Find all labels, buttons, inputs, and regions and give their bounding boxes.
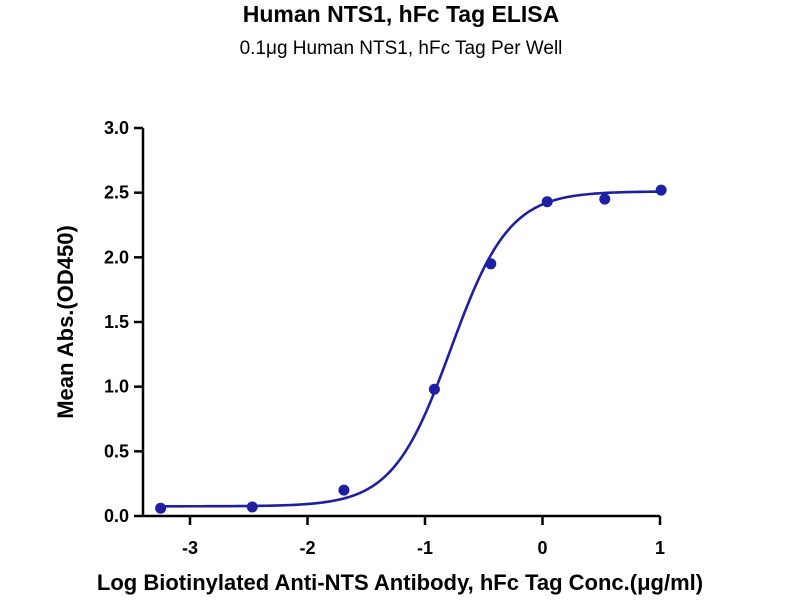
x-tick-label: -3 (182, 538, 198, 558)
y-tick-label: 0.0 (104, 506, 129, 526)
y-tick-label: 1.0 (104, 377, 129, 397)
y-tick-label: 2.5 (104, 183, 129, 203)
data-point (155, 502, 167, 514)
x-axis-ticks: -3 -2 -1 0 1 (182, 516, 665, 558)
y-axis-ticks: 0.0 0.5 1.0 1.5 2.0 2.5 3.0 (104, 118, 143, 526)
data-point (338, 484, 350, 496)
data-point (485, 258, 497, 270)
data-point (599, 193, 611, 205)
x-tick-label: -2 (299, 538, 315, 558)
x-axis-title: Log Biotinylated Anti-NTS Antibody, hFc … (97, 570, 703, 595)
chart-subtitle: 0.1μg Human NTS1, hFc Tag Per Well (240, 38, 563, 59)
data-point (541, 196, 553, 208)
data-points (155, 184, 667, 514)
x-tick-label: -1 (417, 538, 433, 558)
x-tick-label: 0 (537, 538, 547, 558)
y-tick-label: 1.5 (104, 312, 129, 332)
y-tick-label: 0.5 (104, 441, 129, 461)
data-point (428, 383, 440, 395)
y-axis-title: Mean Abs.(OD450) (53, 225, 78, 419)
data-point (655, 184, 667, 196)
y-tick-label: 2.0 (104, 247, 129, 267)
y-tick-label: 3.0 (104, 118, 129, 138)
chart-title: Human NTS1, hFc Tag ELISA (243, 1, 560, 27)
fit-curve (160, 190, 661, 508)
data-point (246, 501, 258, 513)
x-tick-label: 1 (655, 538, 665, 558)
